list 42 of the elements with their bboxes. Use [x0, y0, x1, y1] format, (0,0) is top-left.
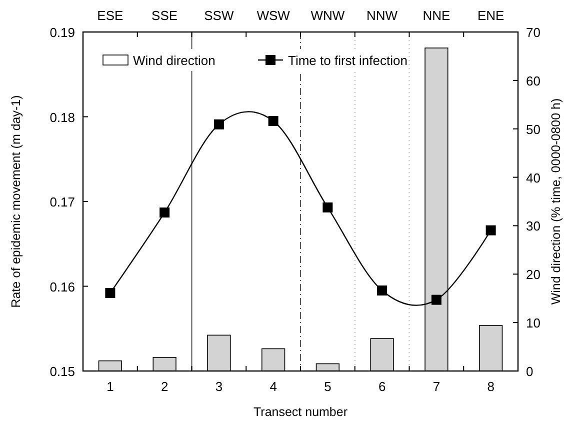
- x-tick-label: 8: [487, 379, 494, 394]
- y2-tick-label: 50: [526, 122, 540, 137]
- y2-tick-label: 70: [526, 25, 540, 40]
- y2-tick-label: 0: [526, 364, 534, 379]
- text: ESE: [97, 8, 124, 23]
- text: NNW: [366, 8, 398, 23]
- text: WSW: [256, 8, 291, 23]
- point: [377, 285, 388, 296]
- x-tick-label: 2: [160, 379, 168, 394]
- point: [486, 225, 496, 236]
- y2-tick-label: 60: [526, 73, 540, 88]
- y2-tick-label: 10: [526, 316, 540, 331]
- text: NNE: [422, 8, 450, 23]
- y-tick-label: 0.18: [50, 110, 75, 125]
- text: SSE: [152, 8, 178, 23]
- x-tick-label: 6: [378, 379, 386, 394]
- y-axis-title: Rate of epidemic movement (m day-1): [9, 95, 23, 308]
- legend-label: Time to first infection: [288, 53, 408, 68]
- x-tick-label: 3: [215, 379, 223, 394]
- text: WNW: [310, 8, 346, 23]
- y2-tick-label: 40: [526, 170, 540, 186]
- y-tick-label: 0.19: [50, 25, 75, 40]
- y-tick-label: 0.15: [50, 364, 75, 379]
- x-tick-label: 1: [106, 379, 114, 394]
- text: ENE: [477, 8, 505, 23]
- point: [214, 119, 224, 130]
- legend-label: Wind direction: [133, 53, 216, 68]
- y2-tick-label: 30: [526, 218, 540, 234]
- text: SSW: [204, 8, 234, 23]
- y-tick-label: 0.17: [50, 194, 75, 210]
- y2-tick-label: 20: [526, 267, 540, 282]
- y2-axis-title: Wind direction (% time, 0000-0800 h): [549, 98, 563, 305]
- point: [105, 288, 116, 298]
- point: [160, 208, 170, 218]
- x-axis-title: Transect number: [253, 405, 348, 419]
- point: [431, 294, 442, 305]
- y-tick-label: 0.16: [50, 279, 75, 294]
- x-tick-label: 5: [324, 379, 332, 394]
- x-tick-label: 4: [270, 379, 277, 394]
- point: [268, 116, 278, 126]
- point: [322, 202, 333, 212]
- x-tick-label: 7: [432, 379, 440, 394]
